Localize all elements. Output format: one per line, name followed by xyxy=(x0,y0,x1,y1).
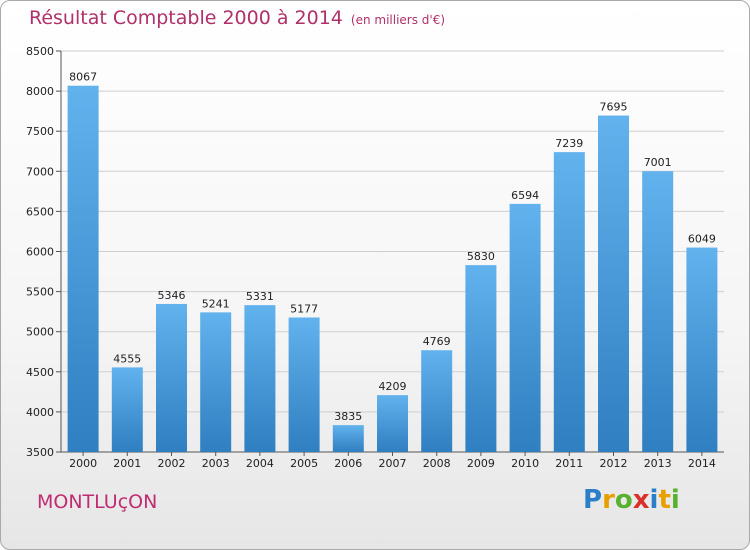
x-tick-label-2012: 2012 xyxy=(600,457,628,470)
logo-letter: t xyxy=(658,485,671,515)
logo-letter: P xyxy=(583,485,603,515)
data-labels: 8067 4555 5346 5241 5331 5177 3835 4209 4769 5830… xyxy=(69,71,716,423)
x-tick-label-2010: 2010 xyxy=(511,457,539,470)
x-tick-label-2014: 2014 xyxy=(688,457,716,470)
data-label-2006: 3835 xyxy=(334,410,362,423)
logo-letter: x xyxy=(632,485,650,515)
x-tick-label-2002: 2002 xyxy=(158,457,186,470)
y-tick-label: 4500 xyxy=(26,366,54,379)
x-tick-label-2008: 2008 xyxy=(423,457,451,470)
data-label-2002: 5346 xyxy=(158,289,186,302)
y-tick-label: 5000 xyxy=(26,326,54,339)
data-label-2014: 6049 xyxy=(688,233,716,246)
y-tick-label: 3500 xyxy=(26,446,54,459)
logo-letter: i xyxy=(649,485,659,515)
data-label-2004: 5331 xyxy=(246,290,274,303)
bar-2001 xyxy=(111,367,143,452)
y-tick-label: 6000 xyxy=(26,246,54,259)
chart-title: Résultat Comptable 2000 à 2014 (en millie… xyxy=(29,7,445,29)
logo-letter: r xyxy=(602,485,615,515)
data-label-2000: 8067 xyxy=(69,71,97,84)
tick-labels: 3500 4000 4500 5000 5500 6000 6500 7000 7500 8000… xyxy=(26,45,716,470)
bar-2013 xyxy=(642,171,674,453)
data-label-2001: 4555 xyxy=(113,352,141,365)
data-label-2008: 4769 xyxy=(423,335,451,348)
bar-2004 xyxy=(244,305,276,452)
bar-2005 xyxy=(288,317,320,452)
y-tick-label: 8000 xyxy=(26,85,54,98)
data-label-2007: 4209 xyxy=(379,380,407,393)
city-name: MONTLUçON xyxy=(37,491,158,513)
bar-2012 xyxy=(598,115,629,452)
bar-2010 xyxy=(509,203,541,452)
data-label-2009: 5830 xyxy=(467,250,495,263)
data-label-2013: 7001 xyxy=(644,156,672,169)
bar-2011 xyxy=(553,152,585,452)
y-tick-label: 7000 xyxy=(26,165,54,178)
bar-2006 xyxy=(332,425,364,452)
x-tick-label-2000: 2000 xyxy=(69,457,97,470)
x-tick-label-2007: 2007 xyxy=(379,457,407,470)
x-tick-label-2013: 2013 xyxy=(644,457,672,470)
x-tick-label-2003: 2003 xyxy=(202,457,230,470)
x-tick-label-2011: 2011 xyxy=(555,457,583,470)
data-label-2003: 5241 xyxy=(202,297,230,310)
bar-2009 xyxy=(465,265,497,452)
y-tick-label: 5500 xyxy=(26,286,54,299)
y-tick-label: 7500 xyxy=(26,125,54,138)
x-tick-label-2009: 2009 xyxy=(467,457,495,470)
chart-unit: (en milliers d'€) xyxy=(350,13,446,27)
data-label-2005: 5177 xyxy=(290,303,318,316)
chart-title-text: Résultat Comptable 2000 à 2014 xyxy=(29,7,343,29)
bar-2003 xyxy=(200,312,232,452)
bar-2000 xyxy=(67,85,99,453)
data-label-2011: 7239 xyxy=(555,137,583,150)
bars xyxy=(67,85,718,453)
bar-2007 xyxy=(377,395,408,452)
proxiti-logo[interactable]: Proxiti xyxy=(583,485,680,515)
y-tick-label: 4000 xyxy=(26,406,54,419)
logo-letter: o xyxy=(614,485,633,515)
bar-2008 xyxy=(421,350,453,452)
logo-letter: i xyxy=(670,485,680,515)
bar-2014 xyxy=(686,247,718,452)
x-tick-label-2005: 2005 xyxy=(290,457,318,470)
y-tick-label: 8500 xyxy=(26,45,54,58)
x-tick-label-2006: 2006 xyxy=(334,457,362,470)
bar-2002 xyxy=(156,303,187,452)
data-label-2010: 6594 xyxy=(511,189,539,202)
y-tick-label: 6500 xyxy=(26,205,54,218)
x-tick-label-2004: 2004 xyxy=(246,457,274,470)
data-label-2012: 7695 xyxy=(600,101,628,114)
x-tick-label-2001: 2001 xyxy=(113,457,141,470)
